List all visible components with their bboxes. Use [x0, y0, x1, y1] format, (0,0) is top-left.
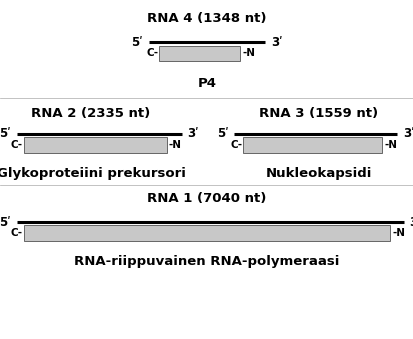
Text: C-: C- [230, 140, 242, 150]
Text: RNA-riippuvainen RNA-polymeraasi: RNA-riippuvainen RNA-polymeraasi [74, 255, 339, 268]
Text: 5ʹ: 5ʹ [0, 216, 11, 228]
Bar [24, 225, 389, 241]
Bar [243, 137, 381, 153]
Text: Glykoproteiini prekursori: Glykoproteiini prekursori [0, 167, 185, 180]
Text: 3ʹ: 3ʹ [271, 36, 282, 49]
Text: -N: -N [242, 48, 254, 58]
Text: 5ʹ: 5ʹ [0, 127, 11, 140]
Bar [24, 137, 166, 153]
Text: RNA 4 (1348 nt): RNA 4 (1348 nt) [147, 12, 266, 25]
Text: Nukleokapsidi: Nukleokapsidi [265, 167, 371, 180]
Text: RNA 2 (2335 nt): RNA 2 (2335 nt) [31, 107, 150, 120]
Text: C-: C- [11, 228, 23, 238]
Text: P4: P4 [197, 77, 216, 89]
Text: 5ʹ: 5ʹ [216, 127, 228, 140]
Bar [159, 46, 240, 61]
Text: 3ʹ: 3ʹ [408, 216, 413, 228]
Text: -N: -N [383, 140, 396, 150]
Text: RNA 1 (7040 nt): RNA 1 (7040 nt) [147, 192, 266, 205]
Text: C-: C- [146, 48, 158, 58]
Text: RNA 3 (1559 nt): RNA 3 (1559 nt) [259, 107, 377, 120]
Text: 3ʹ: 3ʹ [187, 127, 199, 140]
Text: 3ʹ: 3ʹ [402, 127, 413, 140]
Text: 5ʹ: 5ʹ [131, 36, 142, 49]
Text: -N: -N [392, 228, 404, 238]
Text: -N: -N [169, 140, 181, 150]
Text: C-: C- [11, 140, 23, 150]
